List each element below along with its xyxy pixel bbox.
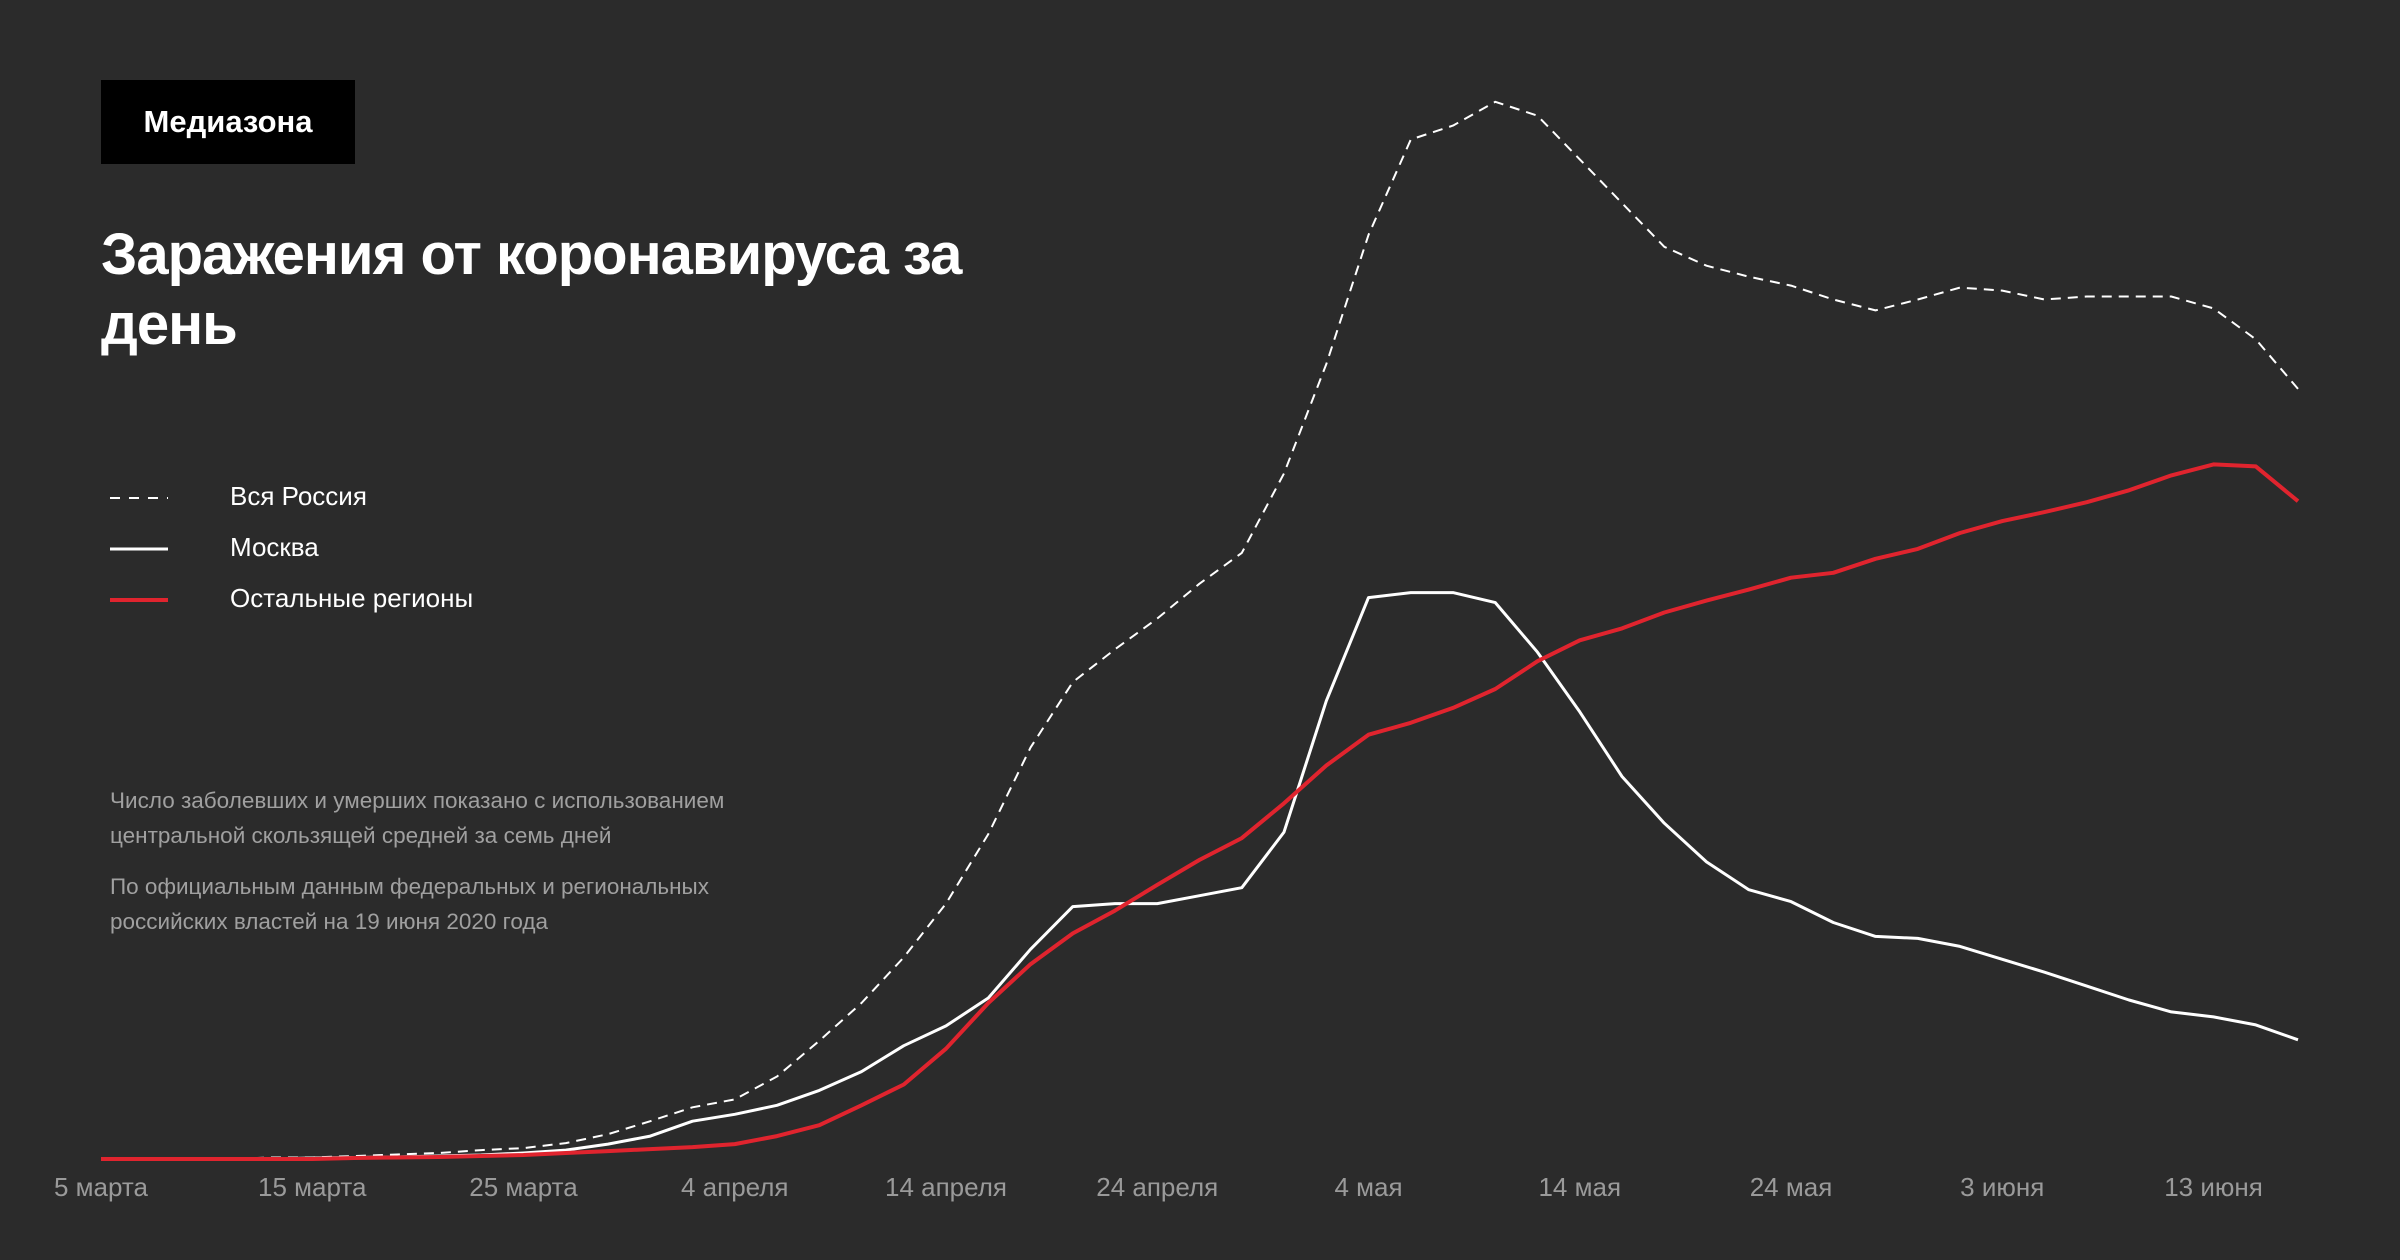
- x-tick-label: 3 июня: [1960, 1172, 2044, 1202]
- note: Число заболевших и умерших показано с ис…: [110, 788, 725, 848]
- note: По официальным данным федеральных и реги…: [110, 874, 709, 934]
- legend-label: Остальные регионы: [230, 583, 473, 613]
- x-tick-label: 4 апреля: [681, 1172, 789, 1202]
- x-tick-label: 14 мая: [1538, 1172, 1621, 1202]
- chart-title: Заражения от коронавируса за день: [101, 222, 962, 357]
- series-line: [101, 100, 2299, 1160]
- x-tick-label: 5 марта: [54, 1172, 149, 1202]
- x-tick-label: 4 мая: [1334, 1172, 1402, 1202]
- x-tick-label: 24 мая: [1750, 1172, 1833, 1202]
- legend-label: Вся Россия: [230, 481, 367, 511]
- x-tick-label: 15 марта: [258, 1172, 367, 1202]
- legend-label: Москва: [230, 532, 319, 562]
- x-tick-label: 25 марта: [469, 1172, 578, 1202]
- series-line: [101, 591, 2299, 1161]
- x-tick-label: 14 апреля: [885, 1172, 1007, 1202]
- series-line: [101, 462, 2300, 1161]
- logo: Медиазона: [101, 80, 355, 164]
- x-tick-label: 13 июня: [2164, 1172, 2263, 1202]
- x-tick-label: 24 апреля: [1096, 1172, 1218, 1202]
